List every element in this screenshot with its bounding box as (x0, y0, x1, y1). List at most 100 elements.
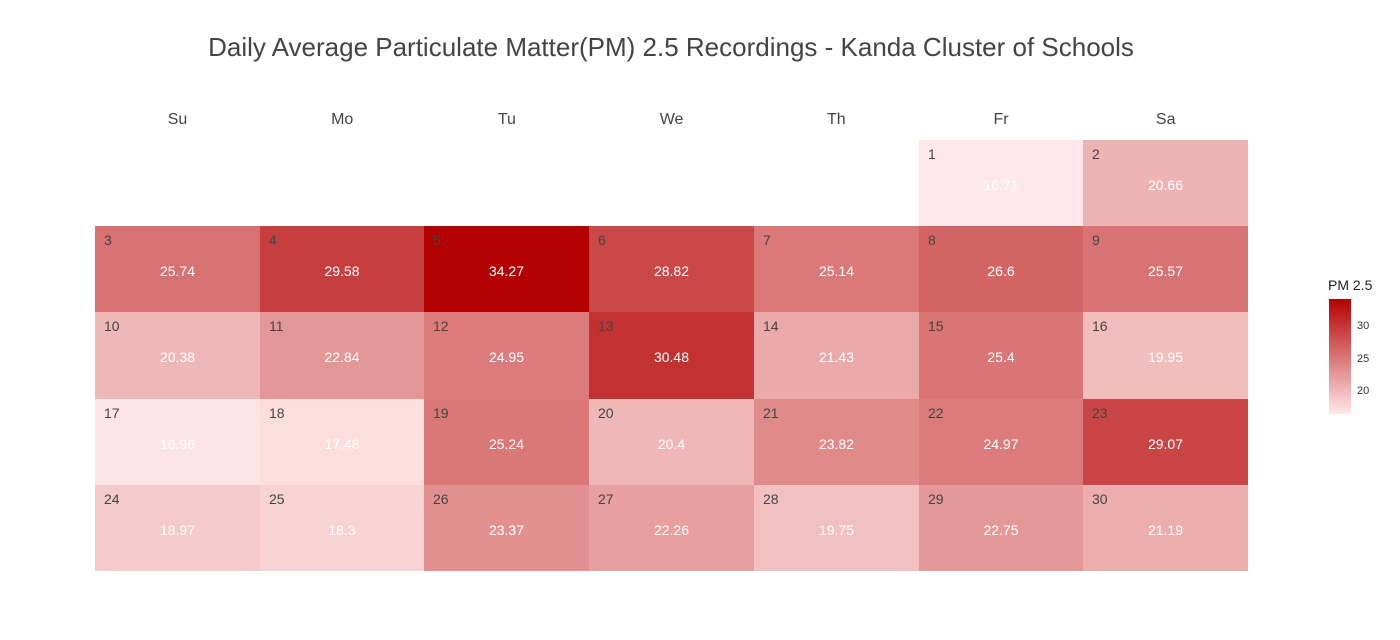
pm25-value-label: 17.48 (324, 436, 360, 452)
pm25-value-label: 25.4 (987, 349, 1015, 365)
legend-tick-label: 20 (1357, 385, 1370, 397)
pm25-value-label: 34.27 (488, 263, 525, 279)
day-number-label: 21 (763, 405, 779, 421)
heatmap-cell: 30 21.19 (1083, 485, 1248, 571)
day-number-label: 15 (928, 318, 944, 334)
heatmap-cell: 29 22.75 (919, 485, 1083, 571)
pm25-value-label: 22.84 (324, 349, 360, 365)
heatmap-cell: 15 25.4 (919, 312, 1083, 399)
heatmap-cell: 17 16.96 (95, 399, 260, 485)
day-number-label: 24 (104, 491, 120, 507)
weekday-label: Fr (993, 111, 1009, 128)
heatmap-cell: 19 25.24 (424, 399, 589, 485)
day-number-label: 8 (928, 232, 936, 248)
pm25-value-label: 24.97 (983, 436, 1019, 452)
day-number-label: 4 (269, 232, 277, 248)
heatmap-cell: 22 24.97 (919, 399, 1083, 485)
pm25-value-label: 20.38 (159, 349, 196, 365)
pm25-value-label: 25.57 (1147, 263, 1184, 279)
day-number-label: 12 (433, 318, 449, 334)
heatmap-cell: 24 18.97 (95, 485, 260, 571)
heatmap-cell: 13 30.48 (589, 312, 754, 399)
pm25-value-label: 25.14 (818, 263, 855, 279)
day-number-label: 5 (433, 232, 441, 248)
pm25-value-label: 22.26 (653, 522, 690, 538)
pm25-value-label: 24.95 (488, 349, 525, 365)
heatmap-cell: 21 23.82 (754, 399, 919, 485)
pm25-value-label: 29.58 (324, 263, 360, 279)
pm25-value-label: 26.6 (987, 263, 1015, 279)
heatmap-cell: 20 20.4 (589, 399, 754, 485)
day-number-label: 16 (1092, 318, 1108, 334)
heatmap-cell: 4 29.58 (260, 226, 424, 312)
legend-tick-mark (1351, 327, 1355, 328)
pm25-value-label: 20.66 (1147, 177, 1184, 193)
legend-tick-mark (1351, 360, 1355, 361)
day-number-label: 17 (104, 405, 120, 421)
day-number-label: 29 (928, 491, 944, 507)
day-number-label: 1 (928, 146, 936, 162)
heatmap-cell: 28 19.75 (754, 485, 919, 571)
day-number-label: 22 (928, 405, 944, 421)
day-number-label: 19 (433, 405, 449, 421)
heatmap-cell: 12 24.95 (424, 312, 589, 399)
weekday-label: Tu (497, 111, 516, 128)
pm25-value-label: 18.97 (159, 522, 196, 538)
pm25-value-label: 19.75 (818, 522, 855, 538)
day-number-label: 28 (763, 491, 779, 507)
heatmap-cell: 9 25.57 (1083, 226, 1248, 312)
heatmap-cell: 23 29.07 (1083, 399, 1248, 485)
weekday-label: Th (826, 111, 846, 128)
weekday-label: Sa (1155, 111, 1176, 128)
day-number-label: 14 (763, 318, 779, 334)
heatmap-cell: 11 22.84 (260, 312, 424, 399)
legend-tick-label: 25 (1357, 353, 1370, 365)
pm25-value-label: 21.43 (818, 349, 855, 365)
pm25-value-label: 19.95 (1147, 349, 1184, 365)
day-number-label: 25 (269, 491, 285, 507)
pm25-value-label: 23.82 (818, 436, 855, 452)
heatmap-cell: 27 22.26 (589, 485, 754, 571)
pm25-value-label: 28.82 (653, 263, 690, 279)
pm25-value-label: 29.07 (1147, 436, 1184, 452)
heatmap-cell: 3 25.74 (95, 226, 260, 312)
legend-color-bar (1329, 299, 1351, 414)
day-number-label: 9 (1092, 232, 1100, 248)
day-number-label: 20 (598, 405, 614, 421)
weekday-label: We (659, 111, 684, 128)
heatmap-cell: 26 23.37 (424, 485, 589, 571)
day-number-label: 27 (598, 491, 614, 507)
pm25-value-label: 23.37 (488, 522, 525, 538)
day-number-label: 2 (1092, 146, 1100, 162)
day-number-label: 18 (269, 405, 285, 421)
legend-title: PM 2.5 (1328, 277, 1373, 293)
pm25-value-label: 30.48 (653, 349, 690, 365)
day-number-label: 7 (763, 232, 771, 248)
heatmap-cell: 2 20.66 (1083, 140, 1248, 226)
pm25-value-label: 16.71 (983, 177, 1019, 193)
pm25-value-label: 22.75 (983, 522, 1019, 538)
heatmap-cell: 1 16.71 (919, 140, 1083, 226)
pm25-value-label: 25.74 (159, 263, 196, 279)
heatmap-cell: 14 21.43 (754, 312, 919, 399)
day-number-label: 26 (433, 491, 449, 507)
pm25-value-label: 20.4 (657, 436, 686, 452)
day-number-label: 3 (104, 232, 112, 248)
heatmap-cell: 7 25.14 (754, 226, 919, 312)
pm25-value-label: 18.3 (328, 522, 356, 538)
heatmap-cell: 10 20.38 (95, 312, 260, 399)
heatmap-cell: 16 19.95 (1083, 312, 1248, 399)
heatmap-cell: 25 18.3 (260, 485, 424, 571)
pm25-value-label: 16.96 (159, 436, 196, 452)
legend-tick-mark (1351, 392, 1355, 393)
day-number-label: 30 (1092, 491, 1108, 507)
heatmap-cell: 5 34.27 (424, 226, 589, 312)
pm25-value-label: 21.19 (1147, 522, 1184, 538)
heatmap-cell: 8 26.6 (919, 226, 1083, 312)
day-number-label: 11 (269, 318, 284, 334)
day-number-label: 6 (598, 232, 606, 248)
day-number-label: 10 (104, 318, 120, 334)
legend-tick-label: 30 (1357, 320, 1370, 332)
heatmap-cell: 18 17.48 (260, 399, 424, 485)
chart-title: Daily Average Particulate Matter(PM) 2.5… (208, 32, 1134, 62)
